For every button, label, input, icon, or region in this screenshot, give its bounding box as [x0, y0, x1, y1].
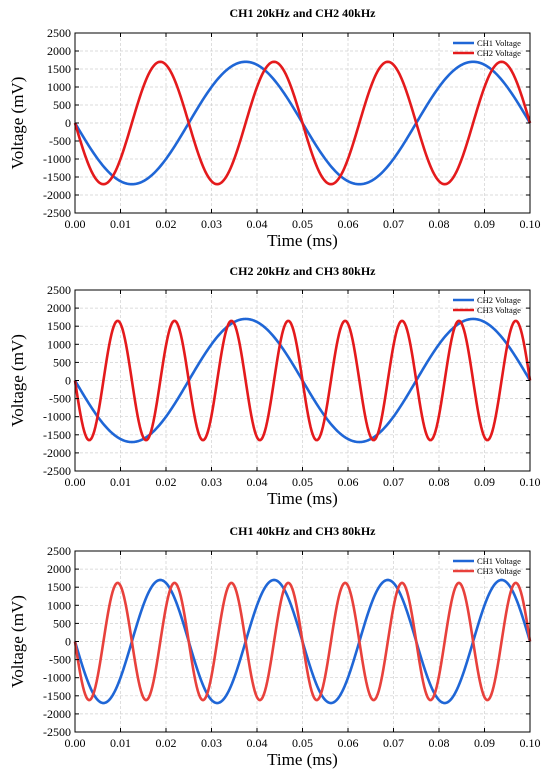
x-tick-label: 0.03 — [201, 217, 222, 231]
y-tick-label: 1000 — [47, 337, 71, 351]
y-axis-label: Voltage (mV) — [8, 595, 27, 688]
x-tick-label: 0.00 — [65, 217, 86, 231]
x-tick-label: 0.01 — [110, 475, 131, 489]
y-axis-label: Voltage (mV) — [8, 77, 27, 170]
x-tick-label: 0.01 — [110, 217, 131, 231]
y-tick-label: 0 — [65, 116, 71, 130]
y-axis-label: Voltage (mV) — [8, 334, 27, 427]
x-tick-label: 0.05 — [292, 736, 313, 750]
x-tick-label: 0.08 — [429, 736, 450, 750]
y-tick-label: 500 — [53, 616, 71, 630]
y-tick-label: 1500 — [47, 62, 71, 76]
x-tick-label: 0.02 — [156, 475, 177, 489]
y-tick-label: -2500 — [43, 206, 71, 220]
y-tick-label: -1500 — [43, 689, 71, 703]
y-tick-label: -2500 — [43, 725, 71, 739]
x-tick-label: 0.06 — [338, 475, 359, 489]
x-tick-label: 0.10 — [520, 217, 541, 231]
y-tick-label: -1500 — [43, 428, 71, 442]
y-tick-label: -2000 — [43, 188, 71, 202]
x-axis-label: Time (ms) — [267, 231, 338, 250]
x-tick-label: 0.01 — [110, 736, 131, 750]
x-tick-label: 0.05 — [292, 217, 313, 231]
x-tick-label: 0.03 — [201, 475, 222, 489]
x-tick-label: 0.04 — [247, 475, 268, 489]
chart-panel-2: CH2 20kHz and CH3 80kHz 0.00 0.01 0.02 0.03 0… — [8, 264, 541, 508]
y-tick-label: 2000 — [47, 44, 71, 58]
y-tick-label: 2500 — [47, 26, 71, 40]
y-tick-label: -2000 — [43, 446, 71, 460]
y-tick-label: 0 — [65, 374, 71, 388]
legend-label-1: CH1 Voltage — [477, 556, 521, 566]
chart-panel-3: CH1 40kHz and CH3 80kHz 0.00 0.01 0.02 0.03 0… — [8, 524, 541, 769]
legend-label-2: CH3 Voltage — [477, 305, 521, 315]
chart-title: CH1 20kHz and CH2 40kHz — [229, 6, 376, 20]
y-tick-label: -2500 — [43, 464, 71, 478]
x-tick-label: 0.04 — [247, 217, 268, 231]
series-line-2 — [73, 581, 532, 702]
x-tick-label: 0.02 — [156, 217, 177, 231]
y-tick-label: 500 — [53, 98, 71, 112]
x-tick-label: 0.07 — [383, 217, 404, 231]
y-tick-label: -1500 — [43, 170, 71, 184]
y-tick-label: 1500 — [47, 319, 71, 333]
y-tick-label: -500 — [49, 392, 71, 406]
x-tick-label: 0.09 — [474, 475, 495, 489]
x-tick-label: 0.00 — [65, 736, 86, 750]
y-tick-label: 1500 — [47, 580, 71, 594]
y-tick-label: -1000 — [43, 410, 71, 424]
y-tick-label: 1000 — [47, 80, 71, 94]
y-tick-label: -2000 — [43, 707, 71, 721]
legend-label-1: CH1 Voltage — [477, 38, 521, 48]
y-tick-label: 0 — [65, 635, 71, 649]
legend-label-2: CH3 Voltage — [477, 566, 521, 576]
x-tick-label: 0.07 — [383, 475, 404, 489]
x-tick-label: 0.08 — [429, 217, 450, 231]
x-tick-label: 0.03 — [201, 736, 222, 750]
chart-panel-1: CH1 20kHz and CH2 40kHz 0.00 0.01 0.02 0.03 0… — [8, 6, 541, 250]
y-tick-label: 2500 — [47, 544, 71, 558]
x-tick-label: 0.09 — [474, 736, 495, 750]
x-tick-label: 0.09 — [474, 217, 495, 231]
y-tick-label: -1000 — [43, 671, 71, 685]
y-tick-label: 2000 — [47, 562, 71, 576]
legend-label-1: CH2 Voltage — [477, 295, 521, 305]
chart-title: CH2 20kHz and CH3 80kHz — [229, 264, 376, 278]
x-tick-label: 0.06 — [338, 736, 359, 750]
chart-title: CH1 40kHz and CH3 80kHz — [229, 524, 376, 538]
y-tick-label: -500 — [49, 134, 71, 148]
x-axis-label: Time (ms) — [267, 750, 338, 769]
legend-label-2: CH2 Voltage — [477, 48, 521, 58]
x-tick-label: 0.07 — [383, 736, 404, 750]
x-tick-label: 0.02 — [156, 736, 177, 750]
x-tick-label: 0.05 — [292, 475, 313, 489]
x-tick-label: 0.06 — [338, 217, 359, 231]
x-tick-label: 0.00 — [65, 475, 86, 489]
x-tick-label: 0.08 — [429, 475, 450, 489]
y-tick-label: 2000 — [47, 301, 71, 315]
x-tick-label: 0.10 — [520, 475, 541, 489]
y-tick-label: -1000 — [43, 152, 71, 166]
series-line-2 — [73, 319, 532, 442]
y-tick-label: 500 — [53, 355, 71, 369]
series-line-2 — [73, 60, 532, 186]
x-tick-label: 0.04 — [247, 736, 268, 750]
y-tick-label: 1000 — [47, 598, 71, 612]
y-tick-label: 2500 — [47, 283, 71, 297]
x-axis-label: Time (ms) — [267, 489, 338, 508]
y-tick-label: -500 — [49, 653, 71, 667]
x-tick-label: 0.10 — [520, 736, 541, 750]
